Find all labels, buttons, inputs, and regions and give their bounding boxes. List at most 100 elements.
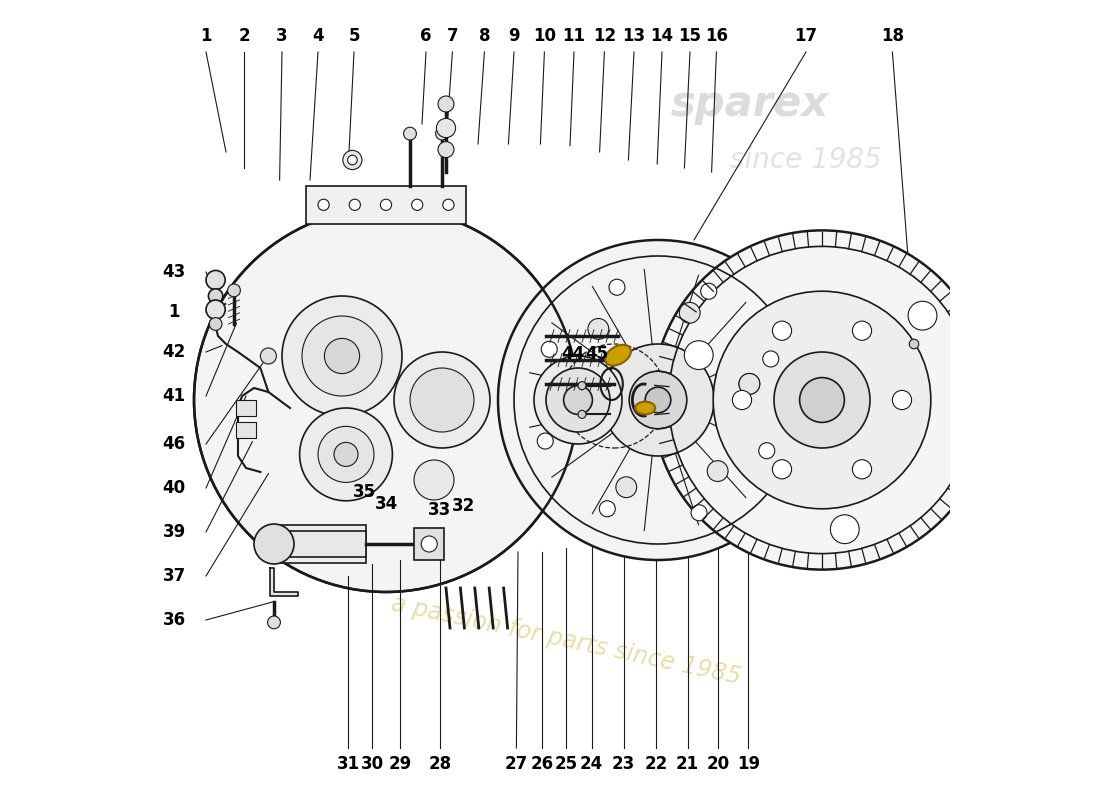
Text: 2: 2	[239, 27, 250, 45]
Circle shape	[318, 199, 329, 210]
Text: 17: 17	[794, 27, 817, 45]
Text: 14: 14	[650, 27, 673, 45]
Text: 32: 32	[452, 497, 475, 514]
Text: 7: 7	[447, 27, 459, 45]
Text: 24: 24	[580, 755, 603, 773]
Text: 42: 42	[163, 343, 186, 361]
Text: 30: 30	[361, 755, 384, 773]
Text: 41: 41	[163, 387, 186, 405]
Text: 1: 1	[200, 27, 211, 45]
Circle shape	[411, 199, 422, 210]
Text: 27: 27	[505, 755, 528, 773]
Circle shape	[546, 368, 611, 432]
Circle shape	[541, 342, 558, 358]
Text: 15: 15	[679, 27, 702, 45]
Circle shape	[254, 524, 294, 564]
Circle shape	[616, 477, 637, 498]
Polygon shape	[270, 568, 298, 596]
Circle shape	[707, 461, 728, 482]
Circle shape	[578, 410, 586, 418]
Circle shape	[772, 460, 792, 479]
Circle shape	[206, 300, 225, 319]
Circle shape	[334, 442, 358, 466]
Circle shape	[404, 127, 417, 140]
Circle shape	[713, 291, 931, 509]
Text: 21: 21	[676, 755, 700, 773]
Circle shape	[343, 150, 362, 170]
Circle shape	[830, 515, 859, 544]
Text: 43: 43	[163, 263, 186, 281]
Text: 8: 8	[478, 27, 491, 45]
Text: 45: 45	[585, 345, 608, 362]
Circle shape	[733, 390, 751, 410]
Circle shape	[762, 351, 779, 367]
Text: 31: 31	[337, 755, 360, 773]
Circle shape	[587, 318, 608, 339]
Text: 34: 34	[375, 495, 398, 513]
Text: 26: 26	[530, 755, 553, 773]
Text: 40: 40	[163, 479, 186, 497]
Text: 4: 4	[312, 27, 323, 45]
Circle shape	[324, 338, 360, 374]
Circle shape	[208, 289, 223, 303]
Circle shape	[381, 199, 392, 210]
Text: 33: 33	[428, 502, 451, 519]
Circle shape	[534, 356, 622, 444]
Circle shape	[194, 208, 578, 592]
Text: 19: 19	[737, 755, 760, 773]
Circle shape	[299, 408, 393, 501]
Circle shape	[629, 371, 686, 429]
Circle shape	[537, 433, 553, 449]
Circle shape	[600, 501, 615, 517]
Circle shape	[910, 339, 918, 349]
Circle shape	[261, 348, 276, 364]
Circle shape	[691, 505, 707, 521]
Circle shape	[646, 387, 671, 413]
Circle shape	[602, 344, 714, 456]
Text: 11: 11	[562, 27, 585, 45]
Circle shape	[394, 352, 490, 448]
Circle shape	[739, 374, 760, 394]
Circle shape	[206, 270, 225, 290]
Text: 18: 18	[881, 27, 904, 45]
Text: sparex: sparex	[671, 83, 829, 125]
Text: 13: 13	[623, 27, 646, 45]
Text: 46: 46	[163, 435, 186, 453]
Circle shape	[209, 318, 222, 330]
Circle shape	[438, 96, 454, 112]
Bar	[236, 400, 255, 416]
Circle shape	[909, 302, 937, 330]
Text: 35: 35	[353, 483, 376, 501]
Circle shape	[800, 378, 845, 422]
Text: 9: 9	[508, 27, 520, 45]
Text: 16: 16	[705, 27, 728, 45]
Circle shape	[349, 199, 361, 210]
Circle shape	[498, 240, 818, 560]
Circle shape	[739, 374, 760, 394]
Circle shape	[759, 442, 774, 458]
Bar	[414, 528, 444, 560]
Text: 6: 6	[420, 27, 431, 45]
Text: 12: 12	[593, 27, 616, 45]
Bar	[274, 525, 366, 563]
Text: 1: 1	[168, 303, 179, 321]
Circle shape	[436, 127, 449, 140]
Bar	[274, 531, 366, 557]
Circle shape	[578, 382, 586, 390]
Circle shape	[421, 536, 437, 552]
Circle shape	[438, 142, 454, 158]
Circle shape	[680, 302, 700, 323]
Circle shape	[228, 284, 241, 297]
Circle shape	[892, 390, 912, 410]
Bar	[236, 422, 255, 438]
Text: 3: 3	[276, 27, 288, 45]
Circle shape	[609, 279, 625, 295]
Circle shape	[557, 406, 578, 426]
Circle shape	[414, 460, 454, 500]
Circle shape	[774, 352, 870, 448]
Text: 28: 28	[429, 755, 452, 773]
Text: 5: 5	[349, 27, 360, 45]
Circle shape	[443, 199, 454, 210]
Circle shape	[437, 118, 455, 138]
Circle shape	[852, 321, 871, 340]
